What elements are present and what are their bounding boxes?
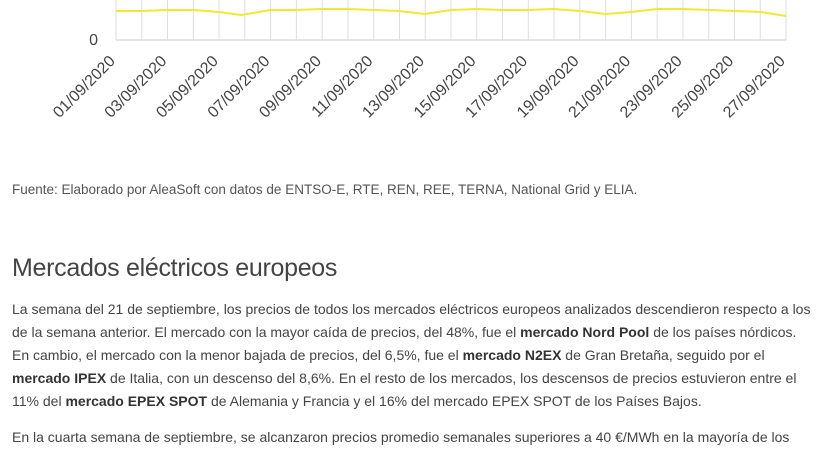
text: La semana del 21 de septiembre, los prec… <box>12 301 811 340</box>
paragraph: La semana del 21 de septiembre, los prec… <box>12 298 812 413</box>
text: En la cuarta semana de septiembre, se al… <box>12 429 790 445</box>
bold-text: mercado IPEX <box>12 370 107 386</box>
source-note: Fuente: Elaborado por AleaSoft con datos… <box>12 182 638 197</box>
bold-text: mercado Nord Pool <box>520 324 650 340</box>
paragraph: En la cuarta semana de septiembre, se al… <box>12 426 812 449</box>
line <box>116 7 787 17</box>
text: de los países nórdicos. En cambio, el me… <box>12 324 797 363</box>
page: 27/09/2020 25/09/2020 23/09/2020 21/09/2020… <box>12 0 811 445</box>
text: de Italia, con un descenso del 8,6%. En … <box>12 370 797 409</box>
chart: 27/09/202025/09/202023/09/202021/09/2020… <box>50 0 789 121</box>
text: de Gran Bretaña, seguido por el <box>561 347 765 363</box>
bold-text: mercado EPEX SPOT <box>65 393 208 409</box>
section-heading: Mercados eléctricos europeos <box>12 254 338 282</box>
y-tick-label: 0 <box>89 32 98 49</box>
text: de Alemania y Francia y el 16% del merca… <box>207 393 702 409</box>
bold-text: mercado N2EX <box>462 347 562 363</box>
article-body: La semana del 21 de septiembre, los prec… <box>12 298 812 462</box>
